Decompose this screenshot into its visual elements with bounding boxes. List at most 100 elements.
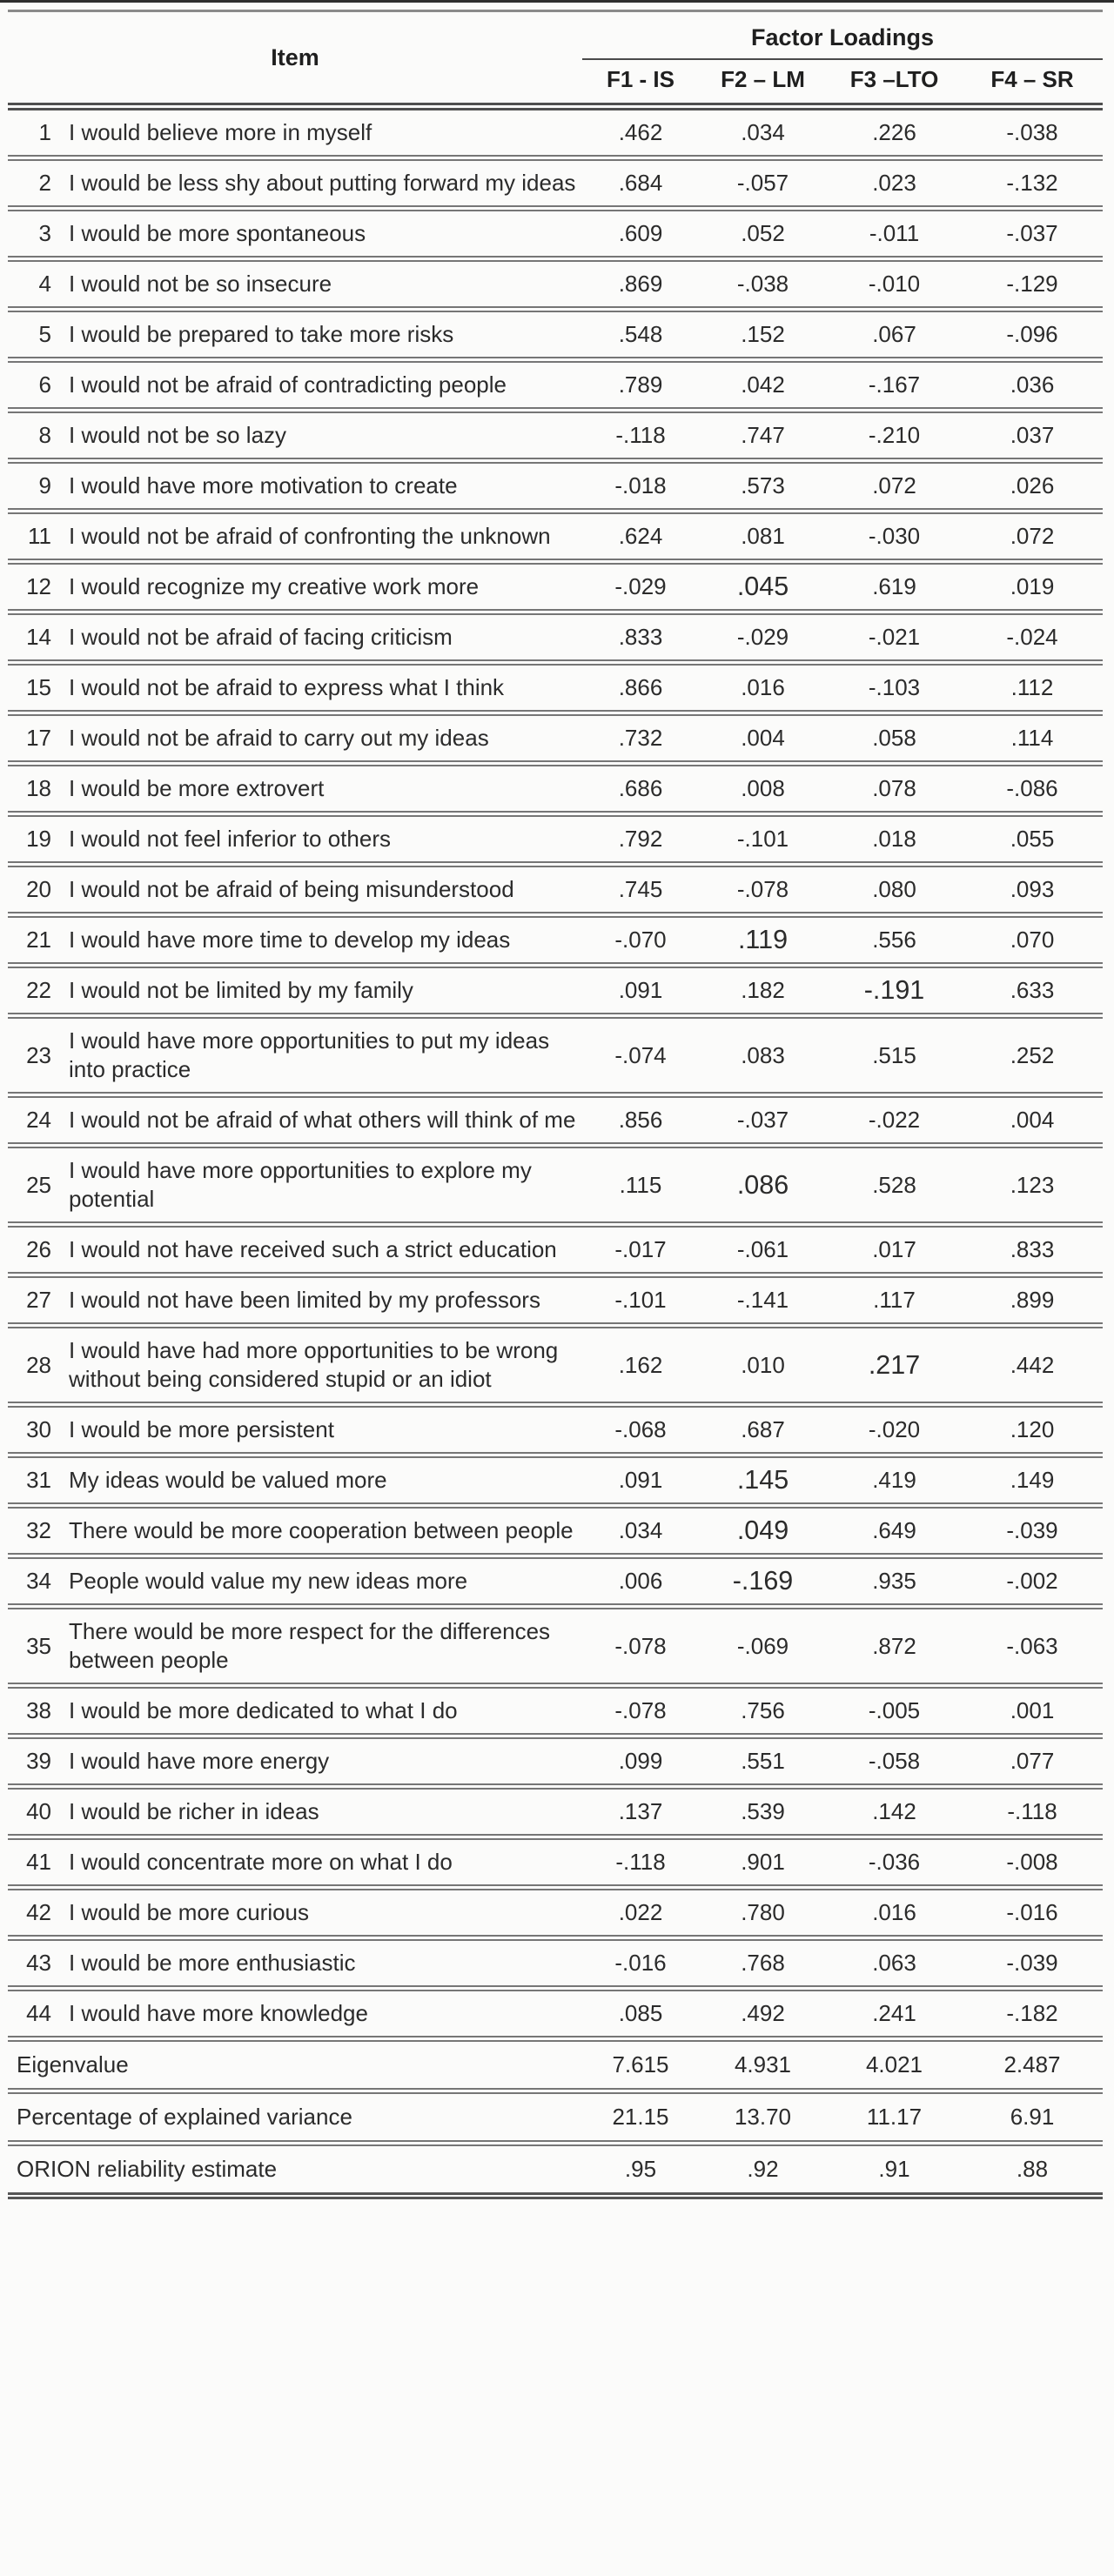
item-text-cell: I would be less shy about putting forwar… [51,161,582,205]
loading-cell-f1: -.078 [614,1697,667,1723]
item-text: I would not be afraid of contradicting p… [69,371,507,398]
loading-cell-f3: .058 [872,725,916,751]
item-text-cell: I would be more curious [51,1890,582,1935]
loading-cell-f1: .833 [618,624,663,650]
item-text: I would be more dedicated to what I do [69,1697,458,1723]
item-text-cell: I would have more motivation to create [51,464,582,508]
item-number-cell: 14 [26,624,51,650]
loading-cell-f3: .217 [868,1349,921,1380]
loading-cell-f1: .684 [618,170,663,196]
item-text: I would be more spontaneous [69,220,366,246]
item-text-cell: I would not be limited by my family [51,968,582,1013]
item-number-cell: 30 [26,1416,51,1442]
loading-cell-f4: .149 [1010,1467,1055,1493]
item-text: I would not be so insecure [69,271,332,297]
table-row: 19 I would not feel inferior to others .79… [8,817,1103,867]
loading-cell-f1: -.101 [614,1287,667,1313]
item-text: I would have more knowledge [69,2000,368,2026]
loading-cell-f4: .077 [1010,1748,1055,1774]
loading-cell-f2: .049 [736,1515,789,1545]
loading-cell-f4: .093 [1010,876,1055,902]
loading-cell-f4: .036 [1010,371,1055,398]
item-text-cell: I would have more knowledge [51,1991,582,2036]
item-number-cell: 23 [26,1041,51,1068]
item-text-cell: I would recognize my creative work more [51,565,582,609]
item-text: I would not be afraid of being misunders… [69,876,514,902]
item-number-cell: 2 [38,170,51,196]
item-text: I would not be afraid to express what I … [69,674,505,700]
loading-cell-f4: .037 [1010,422,1055,448]
loading-cell-f2: .687 [741,1416,785,1442]
loading-cell-f2: .551 [741,1748,785,1774]
item-number-cell: 17 [26,725,51,751]
loading-cell-f2: .780 [741,1899,785,1925]
item-text-cell: I would be richer in ideas [51,1790,582,1834]
column-header-f4: F4 – SR [990,66,1074,92]
loading-cell-f2: .573 [741,472,785,498]
summary-label: Eigenvalue [17,2051,129,2078]
table-row: 44 I would have more knowledge .085 .492 .24… [8,1991,1103,2042]
table-row: 31 My ideas would be valued more .091 .145.… [8,1458,1103,1509]
loading-cell-f4: .442 [1010,1351,1055,1378]
item-number-cell: 3 [38,220,51,246]
summary-value-f3: 4.021 [865,2051,923,2078]
loading-cell-f1: -.018 [614,472,667,498]
table-row: 40 I would be richer in ideas .137 .539 .142… [8,1790,1103,1840]
loading-cell-f3: -.103 [868,674,921,700]
column-header-f1: F1 - IS [606,66,674,92]
loading-cell-f3: .226 [872,119,916,145]
loading-cell-f1: .162 [618,1351,663,1378]
item-number-cell: 4 [38,271,51,297]
loading-cell-f2: .042 [741,371,785,398]
item-text-cell: I would not be afraid to express what I … [51,666,582,710]
summary-row: Eigenvalue 7.615 4.931 4.021 2.487 [8,2042,1103,2094]
table-row: 39 I would have more energy .099 .551 -.058.… [8,1739,1103,1790]
item-text: There would be more cooperation between … [69,1517,574,1543]
table-row: 24 I would not be afraid of what others w… [8,1098,1103,1148]
item-number-cell: 39 [26,1748,51,1774]
loading-cell-f1: -.078 [614,1632,667,1659]
column-header-f2: F2 – LM [721,66,805,92]
loading-cell-f1: .686 [618,775,663,801]
loading-cell-f3: .016 [872,1899,916,1925]
table-row: 38 I would be more dedicated to what I do… [8,1689,1103,1739]
item-text-cell: I would not be afraid to carry out my id… [51,716,582,760]
table-row: 28 I would have had more opportunities to… [8,1328,1103,1408]
loading-cell-f3: -.010 [868,271,921,297]
item-text: I would be more curious [69,1899,310,1925]
table-row: 32 There would be more cooperation betwee… [8,1509,1103,1559]
loading-cell-f2: .034 [741,119,785,145]
item-number-cell: 40 [26,1798,51,1824]
table-row: 25 I would have more opportunities to exp… [8,1148,1103,1228]
item-number-cell: 28 [26,1351,51,1378]
loading-cell-f2: .081 [741,523,785,549]
loading-cell-f4: -.129 [1006,271,1058,297]
loading-cell-f3: .528 [872,1171,916,1198]
summary-value-f4: .88 [1016,2156,1049,2182]
item-number-cell: 20 [26,876,51,902]
loading-cell-f3: .078 [872,775,916,801]
loading-cell-f3: -.030 [868,523,921,549]
table-row: 27 I would not have been limited by my pr… [8,1278,1103,1328]
table-row: 20 I would not be afraid of being misunde… [8,867,1103,918]
loading-cell-f2: .119 [737,925,789,954]
item-text: I would be less shy about putting forwar… [69,170,576,196]
item-number-cell: 43 [26,1950,51,1976]
loading-cell-f3: .067 [872,321,916,347]
loading-cell-f4: .001 [1010,1697,1055,1723]
table-row: 26 I would not have received such a stric… [8,1228,1103,1278]
item-text-cell: I would not be afraid of what others wil… [51,1098,582,1142]
table-row: 22 I would not be limited by my family .09… [8,968,1103,1019]
table-row: 17 I would not be afraid to carry out my … [8,716,1103,766]
item-number-cell: 32 [26,1517,51,1543]
loading-cell-f4: -.002 [1006,1568,1058,1594]
loading-cell-f2: .152 [741,321,785,347]
table-top-rule [8,10,1103,12]
loading-cell-f3: .117 [873,1287,916,1313]
loading-cell-f4: .112 [1010,674,1054,700]
item-text: I would believe more in myself [69,119,372,145]
table-row: 12 I would recognize my creative work mor… [8,565,1103,615]
table-row: 11 I would not be afraid of confronting t… [8,514,1103,565]
loading-cell-f4: -.063 [1006,1632,1058,1659]
loading-cell-f3: .072 [872,472,916,498]
